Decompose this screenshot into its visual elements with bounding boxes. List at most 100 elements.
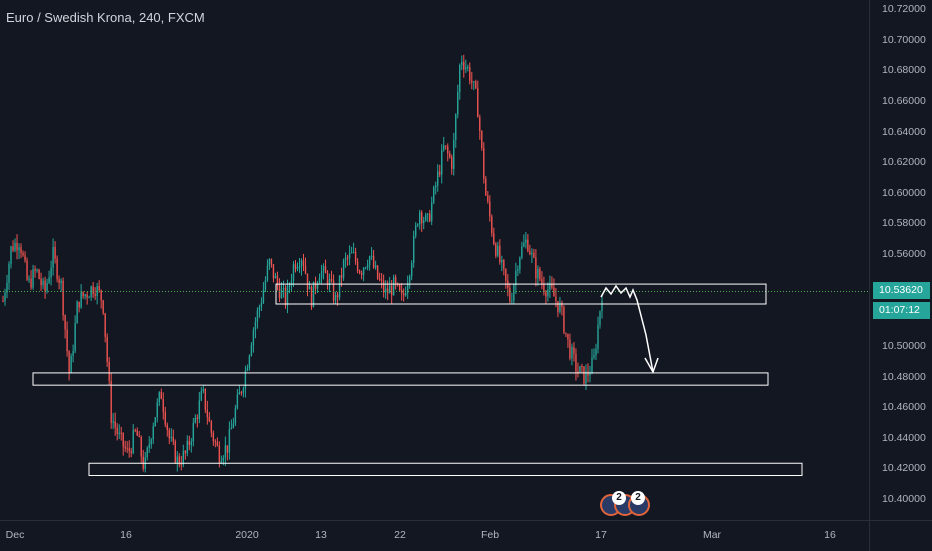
candle-body [509,287,511,302]
candle-body [192,422,195,442]
price-tick-label: 10.70000 [882,33,926,46]
candle-body [382,280,385,293]
candle-body [260,302,263,308]
candle-body [459,65,461,93]
candle-body [152,426,154,440]
candle-body [561,302,563,308]
candle-body [246,367,249,371]
candle-body [505,268,507,281]
candle-body [392,277,395,296]
candle-body [198,400,201,420]
candle-body [495,244,497,256]
candle-body [384,288,387,293]
candle-body [292,264,295,282]
candle-body [497,245,499,256]
time-tick-label: Dec [5,529,25,541]
candle-body [312,281,315,308]
candle-body [244,370,247,389]
candle-body [418,212,421,225]
candle-body [587,371,589,376]
candle-body [210,421,213,433]
candle-body [569,339,571,359]
candle-body [336,294,339,298]
candle-body [158,392,160,403]
candle-body [44,280,46,292]
candle-body [306,273,309,290]
price-tick-label: 10.60000 [882,186,926,199]
candle-body [248,355,251,368]
candle-body [48,277,50,283]
candle-body [222,457,225,462]
candle-body [98,286,100,291]
candle-body [220,461,223,464]
candle-body [82,291,84,297]
candle-body [545,292,547,297]
candle-body [126,448,128,450]
candle-body [230,427,233,430]
candle-body [362,267,365,275]
candle-body [154,417,156,427]
candle-body [451,157,453,169]
support-zone-1 [32,372,769,386]
candle-body [431,202,433,222]
candle-body [164,411,166,425]
symbol-title: Euro / Swedish Krona, 240, FXCM [6,10,205,25]
candle-body [376,265,379,279]
candle-body [112,421,114,423]
candle-body [188,440,191,445]
candle-body [294,264,297,269]
candle-body [194,417,197,423]
candle-body [334,294,337,301]
candle-body [270,259,273,265]
candle-body [46,282,48,292]
candle-body [525,239,527,244]
candle-body [2,300,4,302]
candle-body [70,355,72,374]
candle-body [64,315,66,330]
candle-body [228,429,231,453]
candle-body [412,235,415,264]
candle-body [134,430,136,432]
candle-body [264,280,267,291]
candle-body [595,349,597,356]
candle-body [284,287,287,306]
candle-body [78,301,80,308]
candle-body [254,321,257,331]
candle-body [390,285,393,296]
candle-body [276,275,279,286]
candle-body [38,269,40,279]
price-scale[interactable] [869,0,932,520]
candle-body [346,257,349,259]
candle-body [445,145,447,147]
candle-body [182,451,185,465]
candle-body [240,392,243,394]
candle-body [531,252,533,255]
candle-body [461,61,463,66]
candle-body [342,260,345,278]
candle-body [427,213,429,215]
candle-body [30,278,32,288]
candle-body [128,448,130,452]
price-tick-label: 10.44000 [882,431,926,444]
candle-body [473,81,475,83]
price-chart[interactable] [0,0,869,520]
candle-body [150,439,152,445]
candle-body [298,266,301,268]
candle-body [420,212,423,224]
candle-body [8,263,10,283]
candle-body [394,277,397,284]
candle-body [12,246,14,251]
candle-body [447,146,449,154]
candle-body [140,436,142,457]
candle-body [116,427,118,435]
candle-body [280,289,283,299]
candle-body [517,269,519,272]
candle-body [314,281,317,289]
candle-body [378,278,381,280]
candle-body [433,187,435,203]
price-tick-label: 10.56000 [882,248,926,260]
candle-body [288,285,291,287]
time-scale[interactable] [0,520,869,551]
candle-body [360,272,363,275]
